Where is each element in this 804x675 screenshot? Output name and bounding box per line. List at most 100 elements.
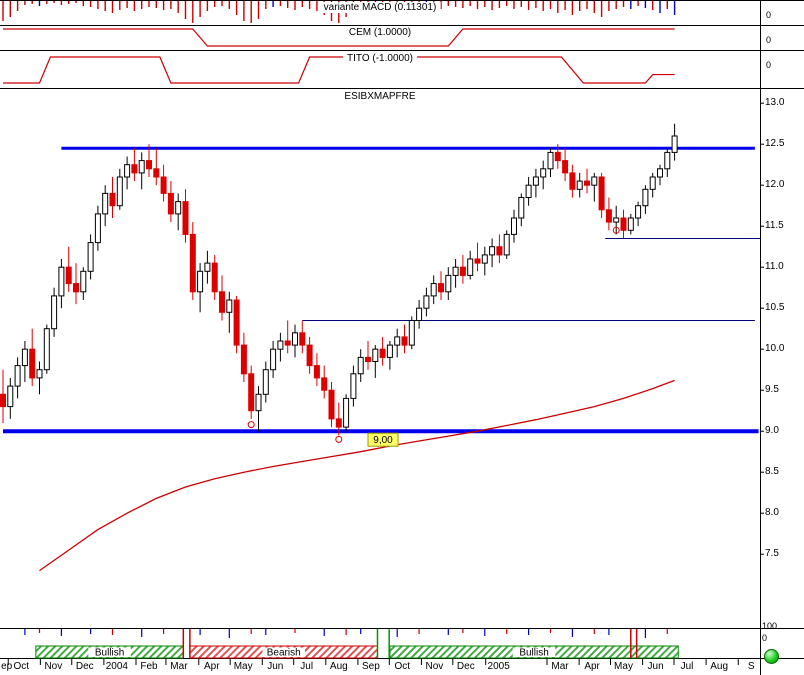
candle xyxy=(43,328,50,371)
candle xyxy=(306,344,313,367)
candle xyxy=(576,180,583,190)
candle xyxy=(233,299,240,346)
candle xyxy=(153,168,160,178)
candle xyxy=(430,283,437,297)
candle xyxy=(270,348,277,371)
candle xyxy=(240,344,247,375)
candle xyxy=(562,160,569,174)
candle xyxy=(0,393,6,408)
candle xyxy=(29,348,36,379)
candle xyxy=(525,184,532,198)
candle xyxy=(511,217,517,235)
candle xyxy=(386,344,393,358)
candle xyxy=(321,377,328,391)
candle xyxy=(584,180,590,186)
signal-ticks xyxy=(24,629,668,658)
candle xyxy=(372,348,379,363)
cem-line xyxy=(3,28,675,47)
tito-panel-title: TITO (-1.0000) xyxy=(343,53,417,64)
candle xyxy=(182,201,189,235)
macd-histogram xyxy=(2,1,676,23)
candle xyxy=(189,233,196,293)
candle xyxy=(65,266,72,285)
candle xyxy=(664,151,671,170)
candle xyxy=(124,164,131,178)
candle xyxy=(204,262,211,272)
support-resistance-lines xyxy=(3,146,761,434)
cem-zero-label: 0 xyxy=(766,35,772,45)
candle xyxy=(292,332,298,346)
candle xyxy=(167,192,174,215)
candle xyxy=(598,176,605,211)
candle xyxy=(284,340,291,346)
candle xyxy=(138,160,145,174)
candle xyxy=(554,151,561,162)
candle xyxy=(87,242,94,272)
candle xyxy=(255,393,262,412)
candle xyxy=(635,205,642,219)
candle xyxy=(277,340,284,350)
candle xyxy=(131,164,138,174)
candle xyxy=(642,188,649,207)
candle xyxy=(408,320,415,346)
candle xyxy=(175,201,182,215)
candle xyxy=(116,176,123,207)
signal-marker-icon xyxy=(612,226,620,234)
candle xyxy=(423,295,430,309)
candle xyxy=(335,418,342,428)
candle xyxy=(36,369,43,379)
candle xyxy=(328,389,335,420)
signal-marker-icon xyxy=(247,421,255,429)
signal-marker-icon xyxy=(335,435,343,443)
price-flag: 9,00 xyxy=(367,432,399,447)
candle xyxy=(489,246,496,256)
moving-average-line xyxy=(39,379,675,572)
candle xyxy=(160,176,167,194)
candle xyxy=(313,365,320,379)
signal-band-label: Bearish xyxy=(267,648,301,659)
candle xyxy=(262,369,269,395)
candlestick-series xyxy=(0,123,678,436)
candle xyxy=(94,213,101,244)
trade-markers xyxy=(247,226,620,443)
candle xyxy=(591,176,598,186)
candle xyxy=(452,266,459,276)
tito-zero-label: 0 xyxy=(766,60,772,70)
candle xyxy=(51,295,58,330)
candle xyxy=(394,336,401,346)
candle xyxy=(532,176,539,186)
candle xyxy=(438,283,444,293)
candle xyxy=(547,151,554,170)
candle xyxy=(211,262,218,293)
candle xyxy=(299,332,306,346)
candle xyxy=(416,307,423,322)
signal-scale-bottom-label: 0 xyxy=(762,633,768,643)
candle xyxy=(226,299,233,313)
candle xyxy=(445,274,452,293)
candle xyxy=(21,348,28,367)
tito-line xyxy=(3,56,675,84)
signal-band-label: Bullish xyxy=(95,648,124,659)
candle xyxy=(613,217,620,223)
candle xyxy=(357,356,364,375)
candle xyxy=(518,197,525,219)
candle xyxy=(58,266,65,297)
candle xyxy=(671,135,678,153)
signal-bands: Bullish Bearish Bullish xyxy=(35,645,679,659)
candle xyxy=(73,283,79,293)
candle xyxy=(343,397,350,428)
symbol-title: ESIBXMAPFRE xyxy=(340,91,420,102)
candle xyxy=(102,192,109,215)
candle xyxy=(467,258,474,276)
candle xyxy=(80,270,87,293)
candle xyxy=(365,356,371,362)
status-indicator-icon xyxy=(764,649,779,664)
cem-panel-title: CEM (1.0000) xyxy=(344,27,416,38)
signal-scale-top-label: 100 xyxy=(762,621,778,631)
candle xyxy=(7,385,14,408)
candle xyxy=(540,168,547,178)
macd-zero-label: 0 xyxy=(766,10,772,20)
candle xyxy=(379,348,386,358)
